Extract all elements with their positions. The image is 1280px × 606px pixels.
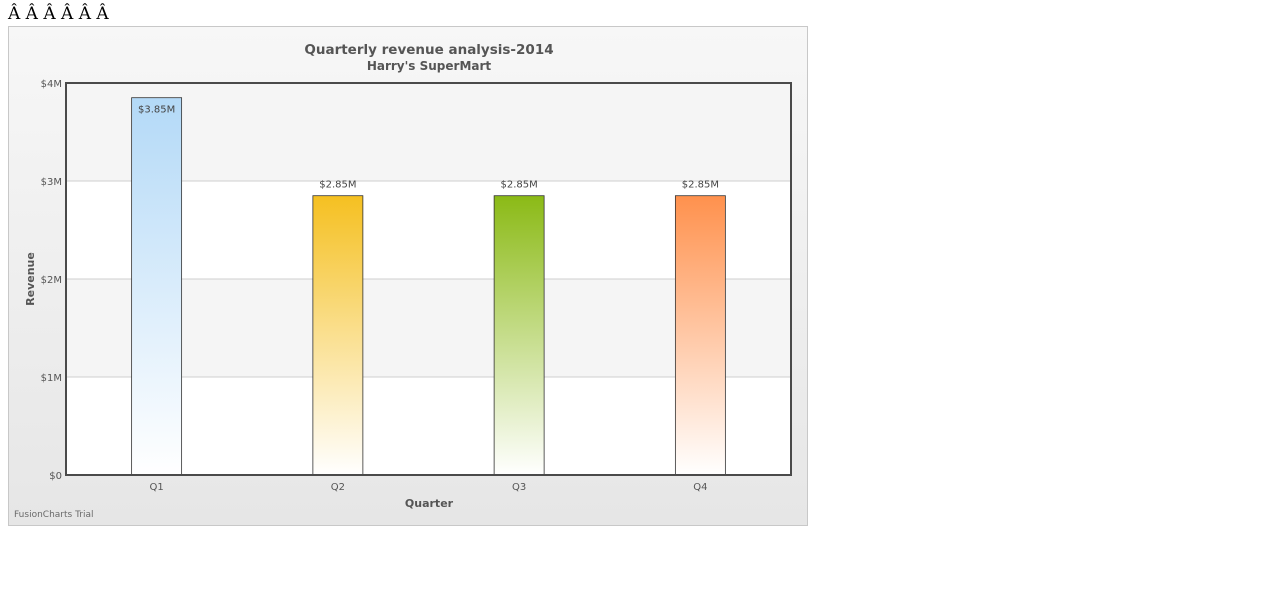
plot-border [65,82,792,476]
y-tick-label: $0 [49,471,62,482]
bar-value-label: $2.85M [319,180,356,191]
chart-title: Quarterly revenue analysis-2014 [304,42,553,58]
bar-q4[interactable] [674,195,726,476]
bar-q3[interactable] [493,195,545,476]
y-tick-label: $3M [41,177,62,188]
x-tick-label: Q4 [693,482,707,493]
plot-band [66,279,791,377]
plot-band [66,83,791,181]
bar-value-label: $2.85M [500,180,537,191]
x-tick-label: Q3 [512,482,526,493]
y-tick-label: $2M [41,275,62,286]
bar-q2[interactable] [312,195,364,476]
chart-subtitle: Harry's SuperMart [367,59,492,73]
header-text: Â Â Â Â Â Â [8,4,109,24]
bar-value-label: $2.85M [682,180,719,191]
watermark: FusionCharts Trial [14,510,94,520]
y-axis-label: Revenue [24,252,37,306]
y-tick-label: $1M [41,373,62,384]
y-tick-label: $4M [41,79,62,90]
bar-q1[interactable] [131,97,183,476]
bar-value-label: $3.85M [138,105,175,116]
x-tick-label: Q1 [150,482,164,493]
plot-band [66,377,791,475]
x-tick-label: Q2 [331,482,345,493]
x-axis-label: Quarter [405,497,454,510]
plot-band [66,181,791,279]
